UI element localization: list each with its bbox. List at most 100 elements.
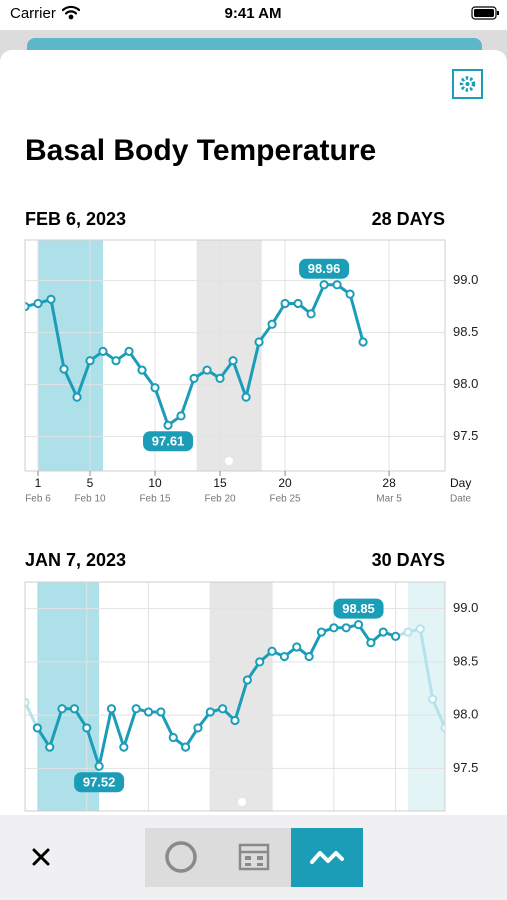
temperature-point [292,642,302,652]
callout-label: 98.85 [342,601,375,616]
phase-band [196,240,262,471]
callout-pill [74,772,125,793]
temperature-point [304,651,314,662]
x-date-label: Feb 20 [204,494,236,505]
x-date-label: Feb 15 [139,494,171,505]
temperature-point [215,373,225,383]
x-date-label: Feb 25 [269,494,301,505]
y-tick-label: 98.0 [453,376,478,391]
temperature-point [124,346,134,356]
temperature-point [57,704,67,714]
temperature-point [242,675,252,685]
temperature-point [119,742,129,752]
x-tick-label: 1 [35,476,42,490]
temperature-point [85,356,95,366]
temperature-point [143,707,154,717]
temperature-point [218,704,228,714]
wifi-icon [61,5,81,20]
cycle-length: 30 DAYS [372,550,445,570]
temperature-point [358,337,368,347]
temperature-point [332,280,342,290]
plot-border [24,581,446,812]
callout-pill [299,258,350,279]
temperature-point [72,392,82,402]
x-tick-label: 28 [382,476,396,490]
x-date-label: Feb 10 [74,494,106,505]
temperature-point [94,761,104,771]
settings-button[interactable] [452,69,483,99]
temperature-point [168,732,178,743]
temperature-point [415,624,425,634]
temperature-point [33,298,43,309]
temperature-point [254,337,264,347]
temperature-point [46,294,56,304]
y-tick-label: 97.5 [453,760,478,775]
page-dot [238,798,246,806]
x-date-label: Mar 5 [376,494,402,505]
temperature-point [176,411,186,421]
x-tick-label: 20 [278,476,292,490]
cycle-length: 28 DAYS [372,209,445,229]
close-button[interactable] [32,848,50,866]
temperature-point [202,365,212,375]
temperature-point [279,651,290,662]
temperature-point [241,392,251,402]
clock: 9:41 AM [225,5,282,22]
callout-pill [333,598,384,619]
temperature-point [180,742,191,752]
callout-label: 98.96 [308,261,341,276]
temperature-point [428,694,438,704]
x-axis-label: Day [450,476,471,490]
x-tick-label: 10 [148,476,162,490]
temperature-point [403,627,413,637]
temperature-point [329,623,339,633]
temperature-point [205,707,215,717]
sheet [0,50,507,900]
temperature-point [267,646,277,656]
page-dot [225,457,233,465]
plot-area: 98.85 97.52 [25,582,445,811]
calendar-view-button[interactable] [238,843,270,871]
temperature-point [59,364,69,374]
phase-band [407,582,445,811]
plot-area: 98.96 97.61 [25,240,445,471]
temperature-point [316,627,327,637]
chart-date: FEB 6, 2023 [25,209,126,229]
temperature-point [345,289,355,299]
temperature-point [228,356,238,366]
segment-bg [145,828,291,887]
temperature-point [189,373,199,383]
temperature-point [111,356,121,366]
temperature-point [69,704,80,714]
temperature-point [366,638,376,648]
temperature-point [293,298,303,309]
temperature-point [267,319,277,329]
page-title: Basal Body Temperature [25,134,376,167]
y-tick-label: 98.0 [453,707,478,722]
temperature-point [306,309,316,319]
x-date-label: Feb 6 [25,494,51,505]
temperature-point [25,697,30,707]
temperature-point [193,723,203,733]
chart: 98.96 97.61 97.5 98.0 98.5 99.0 1 Feb 6 5 Feb 10 1… [24,239,478,505]
temperature-point [163,420,173,430]
temperature-point [319,280,329,290]
cycle-view-button[interactable] [165,841,197,873]
temperature-point [25,301,30,312]
temperature-point [390,631,401,641]
y-tick-label: 98.5 [453,653,478,668]
temperature-point [150,383,160,393]
temperature-point [353,620,364,630]
y-tick-label: 99.0 [453,600,478,615]
temperature-point [82,723,92,733]
charts: 98.96 97.61 97.5 98.0 98.5 99.0 1 Feb 6 5 Feb 10 1… [24,239,478,812]
y-tick-label: 97.5 [453,428,478,443]
chart-date: JAN 7, 2023 [25,550,126,570]
chart-icon [310,851,344,864]
x-tick-label: 15 [213,476,227,490]
y-tick-label: 98.5 [453,324,478,339]
y-tick-label: 99.0 [453,272,478,287]
temperature-point [280,298,290,309]
temperature-point [45,742,55,752]
